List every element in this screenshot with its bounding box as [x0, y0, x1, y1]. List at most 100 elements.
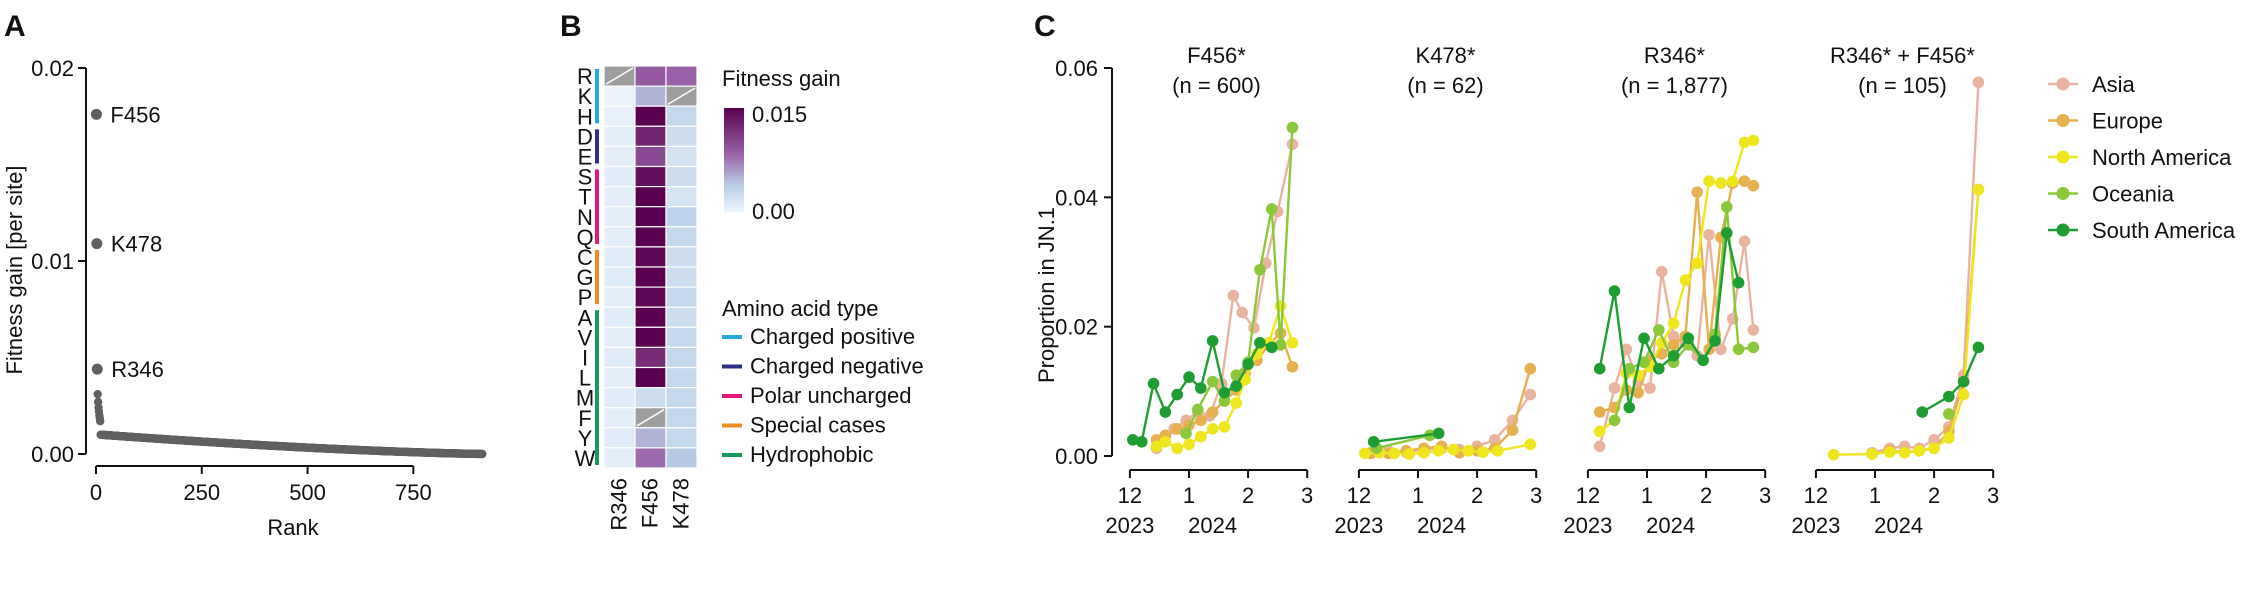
panel-c-xtick-label: 1 — [1412, 483, 1424, 508]
legend-swatch-dot — [2056, 187, 2070, 200]
heatmap-row-label: H — [577, 104, 593, 129]
series-point-north-america — [1738, 136, 1751, 149]
heatmap-cell — [665, 407, 698, 429]
facet-subtitle: (n = 1,877) — [1621, 73, 1728, 98]
series-point-north-america — [1972, 183, 1985, 196]
legend-swatch-dot — [2056, 150, 2070, 164]
heatmap-cell — [665, 447, 698, 469]
series-point-north-america — [1403, 448, 1415, 460]
panel-c-xtick-label: 12 — [1118, 483, 1142, 508]
facet-subtitle: (n = 600) — [1172, 73, 1261, 98]
heatmap-cell — [634, 105, 667, 127]
series-point-oceania — [1254, 263, 1266, 276]
series-point-south-america — [1697, 354, 1709, 367]
rank-point — [96, 430, 105, 439]
panel-a-xtick-label: 0 — [90, 480, 102, 505]
panel-c-ylabel: Proportion in JN.1 — [1034, 207, 1059, 383]
panel-c-xtick-label: 2 — [1242, 483, 1254, 508]
series-point-south-america — [1265, 341, 1278, 354]
heatmap-cell — [665, 206, 698, 228]
heatmap-row-label: S — [578, 165, 593, 190]
heatmap-cell — [634, 447, 667, 469]
heatmap-column-label: K478 — [669, 478, 694, 529]
colorbar-title: Fitness gain — [722, 66, 841, 91]
series-point-south-america — [1667, 349, 1680, 362]
series-point-oceania — [1286, 121, 1299, 134]
series-point-south-america — [1159, 406, 1172, 418]
series-point-oceania — [1218, 395, 1231, 407]
heatmap-cell — [603, 125, 636, 148]
panel-a-xtick-label: 750 — [395, 480, 432, 505]
heatmap-row-label: I — [582, 345, 588, 370]
series-point-asia — [1703, 229, 1715, 241]
rank-point — [93, 389, 102, 399]
facet-title: K478* — [1416, 43, 1476, 68]
panel-a-ytick-label: 0.01 — [31, 249, 74, 274]
amino-acid-legend-label: Polar uncharged — [750, 383, 911, 408]
heatmap-cell-missing-slash — [605, 67, 634, 85]
heatmap-cell — [665, 387, 698, 409]
heatmap-column-label: F456 — [638, 478, 663, 528]
heatmap-cell — [665, 145, 698, 168]
series-point-asia — [1715, 343, 1727, 356]
panel-c-xtick-label: 12 — [1804, 483, 1828, 508]
rank-point-labeled — [91, 238, 103, 250]
panel-a-ytick-label: 0.00 — [31, 442, 74, 467]
facet-title: R346* + F456* — [1830, 43, 1975, 68]
panel-c-ytick-label: 0.02 — [1055, 315, 1098, 340]
heatmap-cell — [665, 65, 698, 87]
panel-c-xtick-label: 12 — [1576, 483, 1600, 508]
heatmap-cell — [634, 266, 667, 288]
series-point-south-america — [1135, 435, 1148, 448]
series-point-oceania — [1608, 414, 1621, 427]
panel-a-rank-plot: Fitness gain [per site] Rank 0.00 0.01 0.0… — [2, 56, 487, 540]
series-point-oceania — [1230, 369, 1243, 381]
heatmap-row-label: T — [578, 185, 591, 210]
heatmap-row-label: V — [578, 325, 593, 350]
legend-label: South America — [2092, 218, 2236, 243]
heatmap-cell — [603, 105, 636, 127]
series-point-asia — [1524, 388, 1537, 401]
heatmap-row-label: M — [576, 386, 594, 411]
heatmap-row-label: N — [577, 205, 593, 230]
series-point-south-america — [1218, 386, 1231, 399]
panel-c-year-label: 2024 — [1646, 513, 1695, 538]
series-point-north-america — [1883, 446, 1896, 458]
panel-c-xtick-label: 3 — [1987, 483, 1999, 508]
series-point-asia — [1593, 440, 1606, 453]
heatmap-column-label: R346 — [607, 478, 632, 531]
series-point-south-america — [1367, 435, 1380, 448]
heatmap-cell — [634, 286, 667, 308]
series-point-north-america — [1388, 447, 1401, 460]
panel-c-year-label: 2023 — [1791, 513, 1840, 538]
series-point-europe — [1667, 338, 1680, 351]
panel-c-year-label: 2024 — [1874, 513, 1923, 538]
heatmap-cell — [603, 246, 636, 268]
heatmap-cell — [665, 226, 698, 248]
series-point-south-america — [1254, 337, 1266, 349]
panel-c-year-label: 2023 — [1334, 513, 1383, 538]
series-point-europe — [1593, 406, 1606, 418]
series-point-south-america — [1709, 335, 1721, 347]
panel-c-xtick-label: 3 — [1759, 483, 1771, 508]
heatmap-cell — [665, 366, 698, 389]
series-line-oceania — [1184, 127, 1294, 434]
panel-c-xtick-label: 3 — [1301, 483, 1313, 508]
panel-c-xtick-label: 3 — [1530, 483, 1542, 508]
series-point-south-america — [1957, 375, 1970, 388]
series-line-europe — [1370, 368, 1532, 455]
legend-swatch-dot — [2056, 114, 2070, 127]
panel-c-year-label: 2023 — [1563, 513, 1612, 538]
panel-a-xlabel: Rank — [267, 515, 319, 540]
heatmap-cell — [634, 326, 667, 348]
heatmap-cell — [603, 447, 636, 469]
panel-c-year-label: 2024 — [1188, 513, 1237, 538]
heatmap-cell — [634, 366, 667, 389]
series-point-north-america — [1667, 317, 1680, 330]
series-point-asia — [1747, 324, 1760, 336]
series-point-south-america — [1147, 377, 1160, 390]
series-point-south-america — [1720, 227, 1733, 239]
series-point-oceania — [1206, 375, 1219, 388]
series-point-north-america — [1274, 300, 1287, 312]
